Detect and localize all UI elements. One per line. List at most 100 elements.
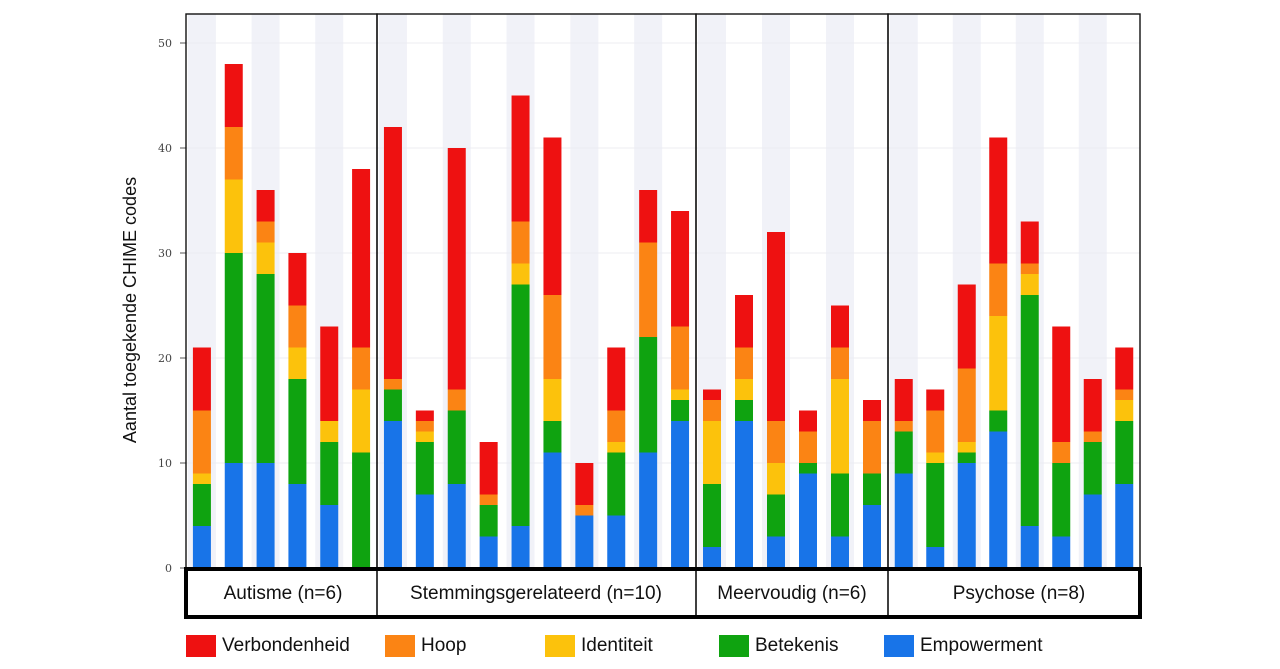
bars-layer <box>192 64 1134 568</box>
bar-g2-b0-identiteit <box>703 421 721 484</box>
bar-g2-b2-verbondenheid <box>767 232 785 421</box>
bar-g1-b0-empowerment <box>383 421 402 568</box>
bar-g2-b3-empowerment <box>799 473 817 568</box>
bar-g3-b4-verbondenheid <box>1020 221 1039 264</box>
bar-g2-b3-betekenis <box>799 463 817 474</box>
bar-g2-b4-verbondenheid <box>831 305 849 348</box>
bar-g1-b6-empowerment <box>575 515 594 568</box>
bar-g1-b7-hoop <box>607 410 626 442</box>
bar-g0-b0-hoop <box>192 410 211 474</box>
bar-g3-b3-identiteit <box>989 316 1008 411</box>
bar-g3-b3-hoop <box>989 263 1008 316</box>
bar-g2-b1-betekenis <box>735 400 753 421</box>
bar-g2-b2-empowerment <box>767 536 785 568</box>
y-tick-label-0: 0 <box>165 562 172 575</box>
bar-g3-b4-hoop <box>1020 263 1039 274</box>
bar-g2-b1-empowerment <box>735 421 753 568</box>
bar-g1-b1-hoop <box>415 421 434 432</box>
bar-g3-b1-hoop <box>926 410 945 453</box>
bar-g2-b0-empowerment <box>703 547 721 568</box>
group-labels: Autisme (n=6) Stemmingsgerelateerd (n=10)… <box>224 583 1086 604</box>
group-label-0: Autisme (n=6) <box>224 583 343 604</box>
bar-g3-b5-empowerment <box>1052 536 1071 568</box>
bar-g3-b5-verbondenheid <box>1052 326 1071 442</box>
bar-g1-b8-empowerment <box>639 452 658 568</box>
bar-g3-b2-betekenis <box>957 452 976 463</box>
bar-g1-b2-verbondenheid <box>447 148 466 390</box>
bar-g0-b4-identiteit <box>320 421 339 442</box>
legend-item-verbondenheid: Verbondenheid <box>186 632 350 660</box>
bar-g0-b1-hoop <box>224 127 243 180</box>
bar-g0-b4-betekenis <box>320 442 339 505</box>
bar-g1-b5-empowerment <box>543 452 562 568</box>
legend-item-betekenis: Betekenis <box>719 632 838 660</box>
bar-g1-b2-betekenis <box>447 410 466 484</box>
bar-g3-b5-betekenis <box>1052 463 1071 537</box>
gridlines <box>186 42 1140 464</box>
bar-g0-b1-empowerment <box>224 463 243 568</box>
bar-g2-b1-hoop <box>735 347 753 379</box>
bar-g0-b0-verbondenheid <box>192 347 211 411</box>
legend-label-empowerment: Empowerment <box>920 635 1043 656</box>
bar-g3-b4-identiteit <box>1020 274 1039 295</box>
bar-g3-b2-identiteit <box>957 442 976 453</box>
bar-g1-b6-hoop <box>575 505 594 516</box>
bar-g2-b5-betekenis <box>863 473 881 505</box>
bar-g2-b4-hoop <box>831 347 849 379</box>
bar-g1-b3-verbondenheid <box>479 442 498 495</box>
bar-g3-b2-empowerment <box>957 463 976 568</box>
group-label-2: Meervoudig (n=6) <box>717 583 866 604</box>
bar-g3-b6-verbondenheid <box>1083 379 1102 432</box>
bar-g3-b1-empowerment <box>926 547 945 568</box>
bar-g1-b8-hoop <box>639 242 658 337</box>
bar-g1-b9-identiteit <box>671 389 690 400</box>
bar-g3-b0-hoop <box>894 421 913 432</box>
chime-stacked-bar-chart: 0 10 20 30 40 50 Autisme (n=6) Stemmingsgerela… <box>120 13 1142 619</box>
bar-g0-b3-betekenis <box>288 379 307 484</box>
bar-g0-b0-empowerment <box>192 526 211 568</box>
bar-g3-b3-empowerment <box>989 431 1008 568</box>
bar-g1-b4-verbondenheid <box>511 95 530 222</box>
bar-g0-b3-identiteit <box>288 347 307 379</box>
bar-g0-b2-empowerment <box>256 463 275 568</box>
legend-label-identiteit: Identiteit <box>581 635 653 656</box>
bar-g0-b4-empowerment <box>320 505 339 568</box>
bar-g1-b0-verbondenheid <box>383 127 402 379</box>
bar-g3-b7-identiteit <box>1115 400 1134 421</box>
bar-g3-b7-empowerment <box>1115 484 1134 568</box>
bar-g2-b5-hoop <box>863 421 881 474</box>
legend-swatch-hoop <box>385 635 415 657</box>
bar-g2-b1-verbondenheid <box>735 295 753 348</box>
legend-swatch-betekenis <box>719 635 749 657</box>
bar-g1-b9-betekenis <box>671 400 690 421</box>
bar-g1-b9-hoop <box>671 326 690 390</box>
bar-g1-b3-empowerment <box>479 536 498 568</box>
bar-g2-b3-verbondenheid <box>799 410 817 432</box>
legend-swatch-verbondenheid <box>186 635 216 657</box>
bar-g1-b2-hoop <box>447 389 466 411</box>
group-label-box <box>184 567 1142 619</box>
bar-g1-b4-betekenis <box>511 284 530 526</box>
bar-g1-b7-identiteit <box>607 442 626 453</box>
bar-g3-b3-betekenis <box>989 410 1008 432</box>
bar-g3-b6-betekenis <box>1083 442 1102 495</box>
bar-g1-b2-empowerment <box>447 484 466 568</box>
bar-g0-b2-identiteit <box>256 242 275 274</box>
legend-item-empowerment: Empowerment <box>884 632 1043 660</box>
bar-g0-b1-betekenis <box>224 253 243 463</box>
bar-g3-b5-hoop <box>1052 442 1071 463</box>
legend-item-identiteit: Identiteit <box>545 632 653 660</box>
y-tick-label-40: 40 <box>158 142 172 155</box>
bar-g1-b3-hoop <box>479 494 498 505</box>
bar-g3-b0-verbondenheid <box>894 379 913 421</box>
bar-g1-b5-identiteit <box>543 379 562 421</box>
bar-g1-b1-verbondenheid <box>415 410 434 421</box>
group-label-1: Stemmingsgerelateerd (n=10) <box>410 583 662 604</box>
bar-g2-b2-hoop <box>767 421 785 463</box>
bar-g1-b9-empowerment <box>671 421 690 568</box>
bar-g1-b3-betekenis <box>479 505 498 537</box>
bar-g3-b1-verbondenheid <box>926 389 945 411</box>
group-label-3: Psychose (n=8) <box>953 583 1086 604</box>
legend-label-verbondenheid: Verbondenheid <box>222 635 350 656</box>
bar-g1-b5-hoop <box>543 295 562 379</box>
